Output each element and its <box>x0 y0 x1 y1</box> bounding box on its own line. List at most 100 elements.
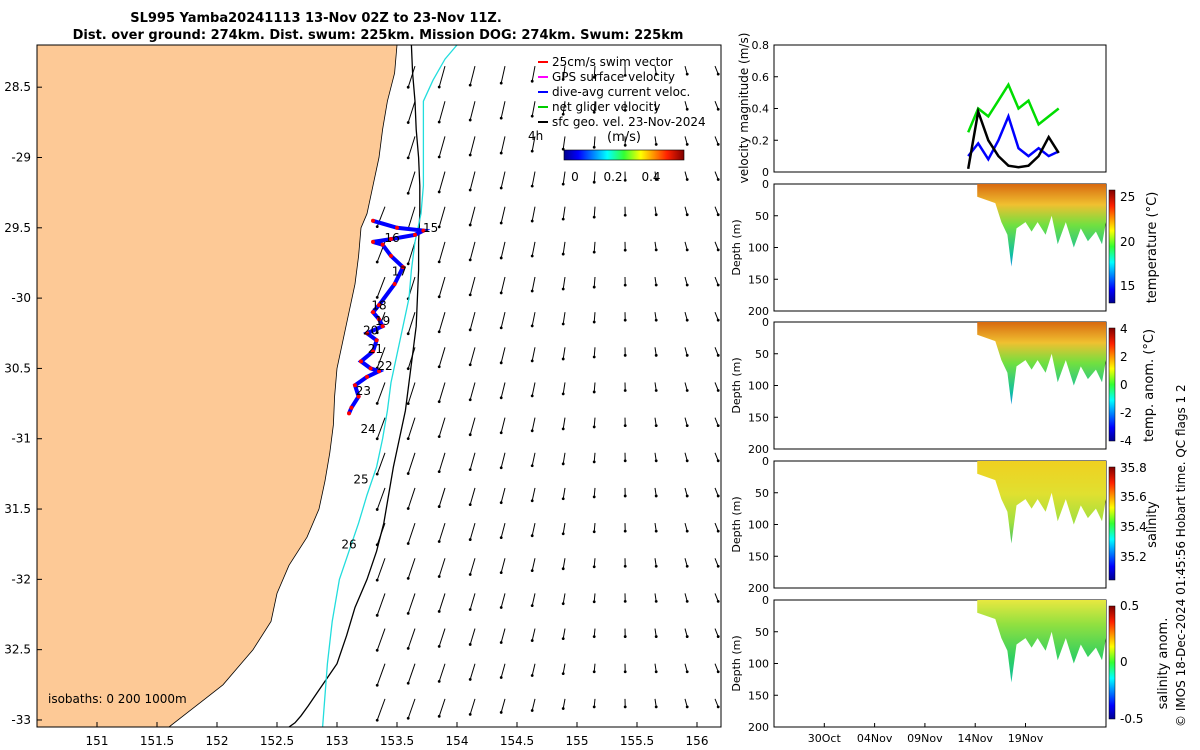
vector-arrow <box>714 65 719 75</box>
track-point <box>377 303 381 308</box>
vector-arrow-head <box>437 225 441 229</box>
vector-arrow <box>562 101 566 115</box>
time-x-tick-label: 19Nov <box>1008 732 1044 745</box>
map-x-tick-label: 153.5 <box>380 734 414 748</box>
vector-arrow <box>531 206 536 222</box>
vector-arrow-head <box>375 613 379 617</box>
legend-label-gps: GPS surface velocity <box>552 70 675 84</box>
vector-arrow <box>438 276 446 297</box>
vector-arrow <box>469 136 476 156</box>
vector-arrow <box>407 522 416 544</box>
vector-arrow <box>469 101 476 121</box>
vector-arrow-head <box>530 394 534 398</box>
map-y-tick-label: -32 <box>11 572 31 586</box>
vector-arrow-head <box>406 85 410 89</box>
vector-arrow <box>593 101 596 113</box>
vector-arrow-head <box>716 178 720 181</box>
vector-arrow <box>438 558 446 577</box>
vector-arrow <box>407 206 416 229</box>
vector-arrow-head <box>623 635 627 638</box>
vector-arrow <box>376 417 386 439</box>
vector-arrow <box>562 628 566 639</box>
vector-arrow-head <box>406 121 410 124</box>
vector-arrow <box>714 347 719 356</box>
vector-arrow <box>438 65 446 88</box>
colorbar-tick-label: 0 <box>571 170 579 184</box>
vector-arrow-head <box>561 357 565 361</box>
vector-arrow-head <box>437 679 441 683</box>
vector-arrow <box>407 698 416 719</box>
vector-arrow <box>500 698 506 713</box>
depth-tick-label: 200 <box>748 305 769 318</box>
vector-arrow <box>562 241 566 255</box>
vector-arrow-head <box>592 390 596 394</box>
vector-arrow-head <box>592 355 596 359</box>
vector-arrow-head <box>530 324 534 328</box>
vector-arrow-head <box>406 402 410 406</box>
vector-arrow-head <box>654 143 658 146</box>
vector-arrow-head <box>406 577 410 580</box>
vector-arrow <box>500 487 506 503</box>
track-point <box>347 411 351 416</box>
track-point <box>349 405 354 410</box>
vector-arrow <box>438 663 446 682</box>
track-point <box>377 317 381 322</box>
vector-arrow-head <box>654 424 658 428</box>
depth-tick-label: 0 <box>762 178 769 191</box>
vector-arrow <box>531 452 536 466</box>
vector-arrow <box>593 136 596 148</box>
day-label: 23 <box>356 384 371 398</box>
vector-arrow-head <box>437 330 441 334</box>
vector-arrow-head <box>437 540 441 543</box>
map-x-tick-label: 154.5 <box>500 734 534 748</box>
vector-arrow-head <box>685 600 689 603</box>
vector-arrow-head <box>499 116 503 120</box>
vector-arrow-head <box>375 508 379 511</box>
map-colorbar: 0 0.2 0.4 <box>563 149 685 184</box>
vector-arrow <box>714 593 719 602</box>
depth-tick-label: 150 <box>748 411 769 424</box>
vector-arrow-head <box>375 683 379 687</box>
vector-arrow-head <box>592 425 596 429</box>
map-x-tick-label: 152 <box>206 734 229 748</box>
vector-arrow <box>500 347 506 363</box>
colorbar-gradient <box>563 149 685 161</box>
vector-arrow <box>593 347 596 358</box>
vector-arrow-head <box>530 709 534 712</box>
track-point <box>356 394 361 399</box>
vector-arrow <box>469 241 476 261</box>
legend-label-geo: sfc geo. vel. 23-Nov-2024 <box>552 115 706 129</box>
vector-arrow-head <box>623 353 627 357</box>
vector-arrow-head <box>592 250 596 254</box>
vector-arrow-head <box>530 359 534 363</box>
map-panel: 151 151.5 152 152.5 153 153.5 154 154.5 155 155.5… <box>4 44 722 748</box>
vector-arrow <box>438 522 446 542</box>
vector-arrow-head <box>654 389 658 392</box>
vector-arrow-head <box>623 705 627 709</box>
track-point <box>371 239 375 244</box>
vector-arrow <box>531 558 536 571</box>
vector-arrow <box>593 206 596 218</box>
velocity-panel <box>773 44 1107 173</box>
vector-arrow-head <box>437 295 441 299</box>
vector-arrow-head <box>623 459 627 463</box>
vector-arrow-head <box>716 529 720 533</box>
vector-arrow <box>438 347 446 367</box>
isobath-1000m <box>321 45 458 727</box>
vector-arrow-head <box>685 670 689 674</box>
vector-arrow-head <box>561 532 565 536</box>
vector-arrow-head <box>716 564 720 568</box>
velocity-series-line <box>966 106 1060 170</box>
map-y-tick-label: 30.5 <box>4 361 31 375</box>
vector-arrow-head <box>716 213 720 217</box>
vector-arrow-head <box>561 462 565 466</box>
colorbar-tick-label: -0.5 <box>1120 712 1143 726</box>
vector-arrow <box>714 628 719 637</box>
vector-arrow-head <box>406 716 410 720</box>
vector-arrow-head <box>530 79 534 83</box>
vector-arrow-head <box>468 328 472 332</box>
colorbar-tick-label: -2 <box>1120 406 1132 420</box>
vector-arrow <box>714 206 719 215</box>
vector-arrow-head <box>685 72 689 76</box>
vector-arrow-head <box>654 107 658 111</box>
